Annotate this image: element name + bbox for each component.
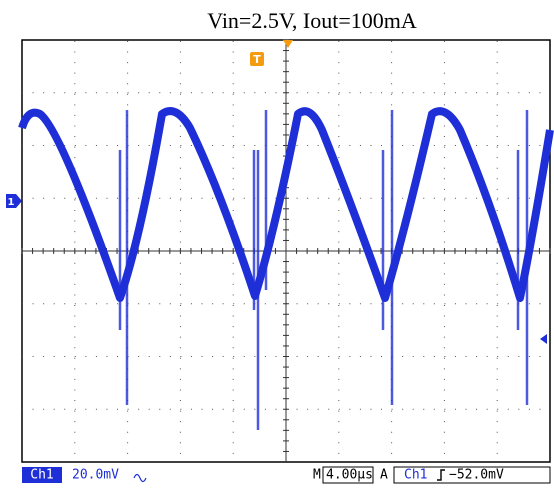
acquire-mode: A xyxy=(380,468,388,483)
ground-marker: 1 xyxy=(6,194,22,208)
timebase: 4.00µs xyxy=(326,468,373,483)
bw-limit-symbol xyxy=(134,475,146,482)
ground-label: 1 xyxy=(8,197,15,208)
channel-label: Ch1 xyxy=(30,468,53,483)
trigger-source: Ch1 xyxy=(404,468,427,483)
status-bar: Ch1 20.0mV M 4.00µs A Ch1 −52.0mV xyxy=(22,467,550,483)
page: Vin=2.5V, Iout=100mA T 1 Ch1 20.0mV M 4.… xyxy=(0,0,554,489)
timebase-prefix: M xyxy=(313,468,321,483)
trigger-label: T xyxy=(253,53,261,66)
trigger-level: −52.0mV xyxy=(449,468,504,483)
trigger-slope xyxy=(437,470,445,480)
title: Vin=2.5V, Iout=100mA xyxy=(207,8,417,33)
volts-per-div: 20.0mV xyxy=(72,468,119,483)
scope-screenshot: Vin=2.5V, Iout=100mA T 1 Ch1 20.0mV M 4.… xyxy=(0,0,554,489)
